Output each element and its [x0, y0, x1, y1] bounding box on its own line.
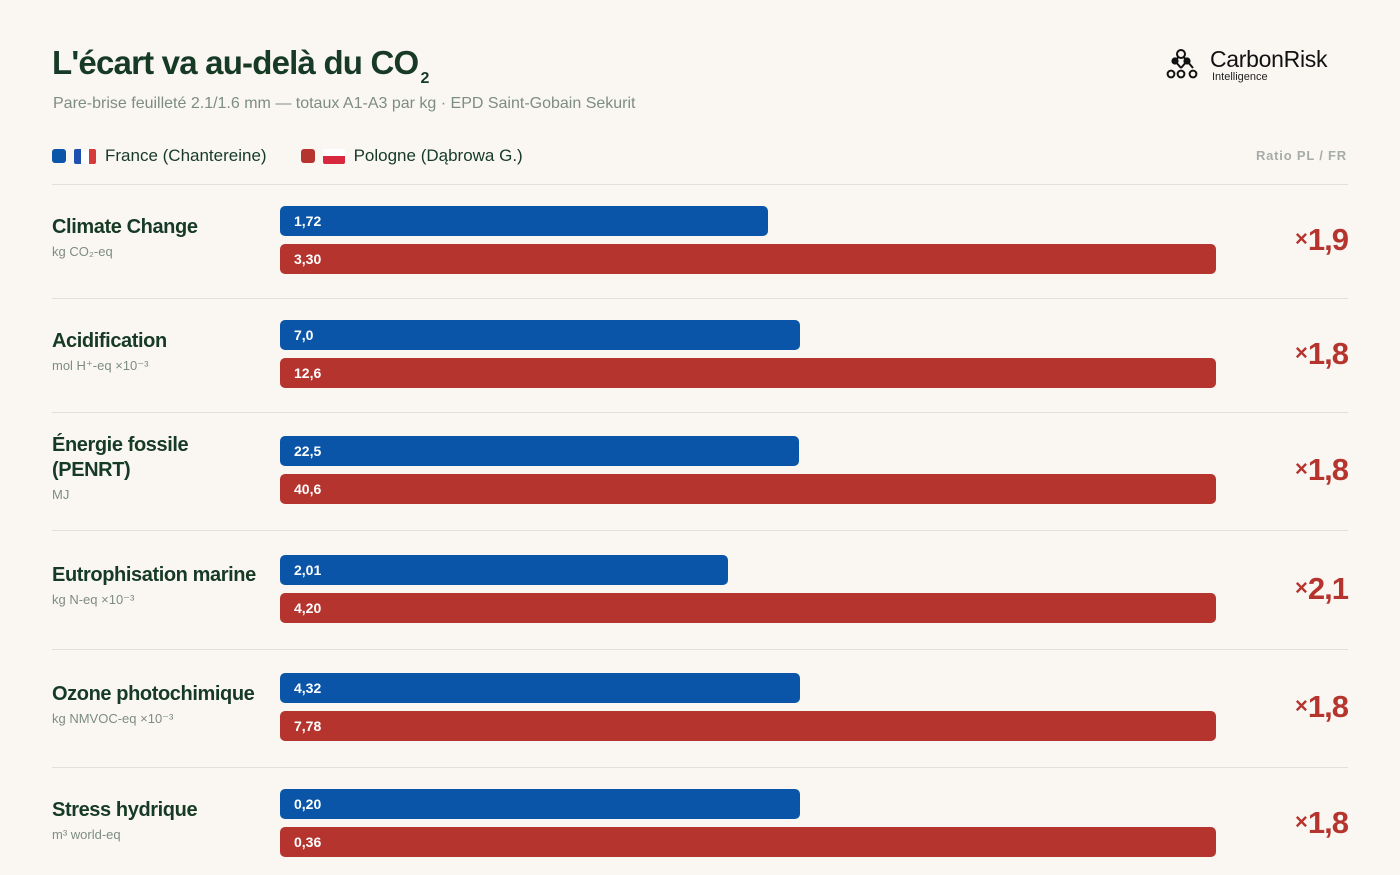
divider-line	[52, 530, 1348, 531]
metric-name: Ozone photochimique	[52, 683, 255, 705]
legend-label-poland: Pologne (Dąbrowa G.)	[353, 146, 523, 165]
ratio-number: 2,1	[1307, 571, 1349, 606]
brand-tagline: Intelligence	[1212, 71, 1268, 83]
metric-name: Énergie fossile (PENRT)	[52, 434, 189, 481]
bar-poland: 7,78	[280, 711, 1216, 741]
chart-title-text: L'écart va au-delà du CO	[52, 44, 419, 81]
ratio-value: ×1,8	[1295, 805, 1349, 841]
chart-legend: France (Chantereine) Pologne (Dąbrowa G.…	[52, 145, 557, 167]
bar-value-label: 2,01	[294, 562, 322, 578]
bar-value-label: 7,78	[294, 718, 322, 734]
ratio-value: ×1,8	[1295, 336, 1349, 372]
bar-france: 7,0	[280, 320, 800, 350]
bar-france: 4,32	[280, 673, 800, 703]
ratio-value: ×1,8	[1295, 689, 1349, 725]
ratio-value: ×1,9	[1295, 222, 1349, 258]
metric-unit: m³ world-eq	[52, 827, 121, 842]
metric-unit: kg CO₂-eq	[52, 244, 113, 259]
bar-value-label: 1,72	[294, 213, 322, 229]
bar-france: 2,01	[280, 555, 728, 585]
chart-subtitle: Pare-brise feuilleté 2.1/1.6 mm — totaux…	[53, 95, 636, 112]
metric-label: Ozone photochimique kg NMVOC-eq ×10⁻³	[52, 682, 267, 727]
bar-value-label: 22,5	[294, 443, 322, 459]
chart-title: L'écart va au-delà du CO 2	[52, 44, 429, 88]
metric-unit: MJ	[52, 487, 70, 502]
ratio-column-header: Ratio PL / FR	[1255, 148, 1347, 163]
metric-name: Climate Change	[52, 216, 198, 238]
legend-item-poland: Pologne (Dąbrowa G.)	[300, 146, 523, 166]
bar-poland: 40,6	[280, 474, 1216, 504]
times-icon: ×	[1295, 456, 1308, 481]
metric-label: Énergie fossile (PENRT) MJ	[52, 433, 267, 502]
metric-label: Stress hydrique m³ world-eq	[52, 798, 267, 842]
ratio-number: 1,8	[1307, 805, 1349, 840]
bar-value-label: 0,20	[294, 796, 322, 812]
divider-line	[52, 412, 1348, 413]
bar-value-label: 4,20	[294, 600, 322, 616]
metric-label: Climate Change kg CO₂-eq	[52, 215, 267, 259]
bar-value-label: 0,36	[294, 834, 322, 850]
france-flag-icon	[74, 148, 96, 164]
molecule-icon	[1166, 49, 1198, 79]
bar-poland: 3,30	[280, 244, 1216, 274]
times-icon: ×	[1295, 693, 1308, 718]
legend-swatch-poland	[300, 149, 315, 163]
divider-line	[52, 649, 1348, 650]
poland-flag-icon	[322, 148, 345, 164]
metric-unit: mol H⁺-eq ×10⁻³	[52, 358, 149, 373]
legend-item-france: France (Chantereine)	[52, 146, 267, 166]
times-icon: ×	[1295, 575, 1308, 600]
ratio-number: 1,8	[1307, 336, 1349, 371]
legend-label-france: France (Chantereine)	[105, 146, 267, 165]
metric-unit: kg NMVOC-eq ×10⁻³	[52, 711, 174, 726]
bar-france: 0,20	[280, 789, 800, 819]
chart-title-subscript: 2	[420, 70, 429, 87]
times-icon: ×	[1295, 340, 1308, 365]
ratio-number: 1,8	[1307, 689, 1349, 724]
divider-line	[52, 298, 1348, 299]
ratio-number: 1,8	[1307, 452, 1349, 487]
bar-value-label: 40,6	[294, 481, 322, 497]
ratio-number: 1,9	[1307, 222, 1349, 257]
bar-value-label: 3,30	[294, 251, 322, 267]
bar-france: 1,72	[280, 206, 768, 236]
bar-value-label: 4,32	[294, 680, 322, 696]
bar-value-label: 12,6	[294, 365, 322, 381]
legend-swatch-france	[52, 149, 66, 163]
metric-name: Acidification	[52, 330, 167, 352]
bar-france: 22,5	[280, 436, 799, 466]
ratio-value: ×1,8	[1295, 452, 1349, 488]
brand-name: CarbonRisk	[1210, 46, 1328, 72]
brand-logo: CarbonRisk Intelligence	[1166, 46, 1327, 83]
ratio-value: ×2,1	[1295, 571, 1349, 607]
metric-name: Stress hydrique	[52, 799, 198, 821]
metric-name: Eutrophisation marine	[52, 564, 256, 586]
times-icon: ×	[1295, 809, 1308, 834]
bar-value-label: 7,0	[294, 327, 314, 343]
bar-poland: 12,6	[280, 358, 1216, 388]
metric-label: Acidification mol H⁺-eq ×10⁻³	[52, 329, 267, 374]
divider-line	[52, 767, 1348, 768]
metric-unit: kg N-eq ×10⁻³	[52, 592, 135, 607]
times-icon: ×	[1295, 226, 1308, 251]
divider-line	[52, 184, 1348, 185]
metric-label: Eutrophisation marine kg N-eq ×10⁻³	[52, 563, 267, 608]
bar-poland: 0,36	[280, 827, 1216, 857]
bar-poland: 4,20	[280, 593, 1216, 623]
